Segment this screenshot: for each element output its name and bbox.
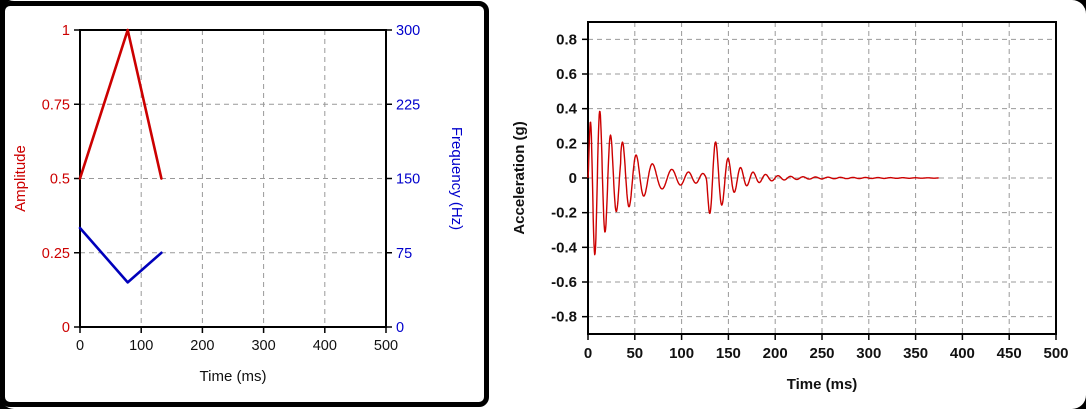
left-tick-label: 0 (62, 320, 70, 336)
x-tick-label: 300 (856, 345, 881, 362)
x-tick-label: 400 (313, 338, 337, 354)
x-tick-label: 400 (950, 345, 975, 362)
y-axis-label: Acceleration (g) (511, 121, 528, 234)
acceleration-response-chart: 0 50 100 150 200 250 300 350 400 450 500 -0.8 -0.6 -0… (511, 21, 1069, 393)
x-tick-label: 100 (129, 338, 153, 354)
right-tick-label: 225 (396, 97, 420, 113)
x-tick-label: 250 (809, 345, 834, 362)
left-tick-label: 0.75 (42, 97, 70, 113)
y-tick-label: 0.2 (556, 135, 577, 152)
series-acceleration (587, 110, 940, 256)
x-tick-label: 450 (997, 345, 1022, 362)
x-tick-label: 200 (763, 345, 788, 362)
x-axis-label: Time (ms) (787, 376, 858, 393)
x-axis-label: Time (ms) (200, 368, 267, 385)
left-axis-label: Amplitude (12, 145, 29, 212)
right-tick-label: 75 (396, 246, 412, 262)
right-tick-label: 300 (396, 23, 420, 39)
amplitude-frequency-chart: 0 100 200 300 400 500 0 0.25 0.5 0.75 1 0 75 150 225 30… (12, 23, 465, 385)
x-tick-label: 100 (669, 345, 694, 362)
x-tick-label: 350 (903, 345, 928, 362)
left-tick-label: 1 (62, 23, 70, 39)
series-amplitude (78, 28, 163, 180)
series-frequency (78, 226, 163, 284)
x-tick-label: 200 (190, 338, 214, 354)
right-tick-label: 0 (396, 320, 404, 336)
x-tick-label: 0 (584, 345, 592, 362)
right-tick-label: 150 (396, 172, 420, 188)
x-tick-label: 500 (374, 338, 398, 354)
y-tick-label: 0.6 (556, 66, 577, 83)
left-chart-frame: 0 100 200 300 400 500 0 0.25 0.5 0.75 1 0 75 150 225 30… (0, 1, 489, 407)
right-axis-label: Frequency (Hz) (448, 127, 465, 230)
left-tick-label: 0.5 (50, 172, 70, 188)
y-tick-label: -0.4 (551, 239, 578, 256)
x-tick-label: 50 (626, 345, 643, 362)
x-tick-label: 500 (1043, 345, 1068, 362)
y-tick-label: 0.8 (556, 31, 577, 48)
x-tick-label: 0 (76, 338, 84, 354)
x-tick-label: 150 (716, 345, 741, 362)
y-tick-label: 0.4 (556, 101, 578, 118)
left-tick-label: 0.25 (42, 246, 70, 262)
y-tick-label: 0 (569, 170, 577, 187)
y-tick-label: -0.8 (551, 309, 577, 326)
y-tick-label: -0.6 (551, 274, 577, 291)
y-tick-label: -0.2 (551, 205, 577, 222)
x-tick-label: 300 (251, 338, 275, 354)
